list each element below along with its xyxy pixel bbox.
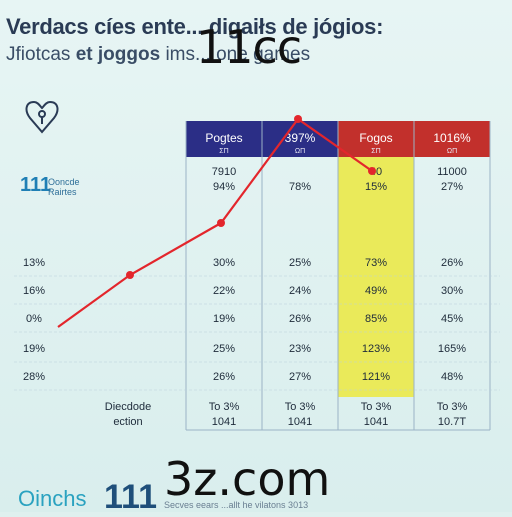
cell-value: 19% <box>213 313 235 325</box>
cell-value: 25% <box>213 343 235 355</box>
row-label: 16% <box>23 285 45 297</box>
column-header-bg <box>338 121 414 157</box>
column-header-sub: ΣΠ <box>219 148 228 155</box>
subtitle-part-2: et joggos <box>75 44 161 65</box>
shield-heart-icon <box>25 100 59 134</box>
trend-point <box>217 219 225 227</box>
column-header-sub: ΩΠ <box>447 148 457 155</box>
column-header-label: Pogtes <box>205 131 242 145</box>
cell-value: 85% <box>365 313 387 325</box>
cell-value: 26% <box>213 371 235 383</box>
cell-value: 49% <box>365 285 387 297</box>
cell-value: 123% <box>362 343 390 355</box>
subtitle-part-3: ims... one games <box>165 44 311 65</box>
top-value-primary: 7910 <box>212 166 236 178</box>
column-header-bg <box>414 121 490 157</box>
row-label: 19% <box>23 343 45 355</box>
footer-value-secondary: 10.7T <box>438 416 466 428</box>
cell-value: 27% <box>289 371 311 383</box>
top-value-secondary: 94% <box>213 181 235 193</box>
column-header-label: 1016% <box>433 131 471 145</box>
footer-value-secondary: 1041 <box>212 416 236 428</box>
column-header-label: Fogos <box>359 131 392 145</box>
watermark-top: 11cc <box>196 20 302 74</box>
footer-value-primary: To 3% <box>361 401 392 413</box>
footer-value-secondary: 1041 <box>364 416 388 428</box>
top-value-secondary: 15% <box>365 181 387 193</box>
trend-point <box>294 115 302 123</box>
logo-text: Ooncde Rairtes <box>48 177 80 197</box>
subtitle-part-1: Jfiotcas <box>6 44 71 65</box>
cell-value: 165% <box>438 343 466 355</box>
cell-value: 24% <box>289 285 311 297</box>
page-subtitle: Jfiotcas et joggos ims... one games <box>6 44 310 66</box>
column-header-sub: ΩΠ <box>295 148 305 155</box>
trend-point <box>368 167 376 175</box>
cell-value: 30% <box>213 257 235 269</box>
highlight-column <box>338 157 414 397</box>
cell-value: 73% <box>365 257 387 269</box>
footer-row-label: Diecdode <box>105 401 151 413</box>
cell-value: 26% <box>289 313 311 325</box>
column-header-bg <box>186 121 262 157</box>
footer-row-label: ection <box>113 416 142 428</box>
top-value-secondary: 27% <box>441 181 463 193</box>
footer-value-primary: To 3% <box>209 401 240 413</box>
top-value-primary: 11000 <box>437 166 467 178</box>
cell-value: 25% <box>289 257 311 269</box>
column-header-sub: ΣΠ <box>371 148 380 155</box>
footer-number: 111 <box>104 478 157 516</box>
trend-point <box>126 271 134 279</box>
footer-fine-print: Secves eears ...allt he vilatons 3013 <box>164 500 309 510</box>
column-header-label: 397% <box>285 131 316 145</box>
logo-number: 111 <box>20 174 52 196</box>
top-value-secondary: 78% <box>289 181 311 193</box>
footer-value-primary: To 3% <box>285 401 316 413</box>
cell-value: 23% <box>289 343 311 355</box>
footer-brand: Oinchs <box>18 486 87 511</box>
row-label: 13% <box>23 257 45 269</box>
cell-value: 26% <box>441 257 463 269</box>
row-label: 28% <box>23 371 45 383</box>
page-title: Verdacs cíes ente... digaiłs de jógios: <box>6 14 384 39</box>
footer-value-secondary: 1041 <box>288 416 312 428</box>
footer-value-primary: To 3% <box>437 401 468 413</box>
cell-value: 22% <box>213 285 235 297</box>
cell-value: 45% <box>441 313 463 325</box>
cell-value: 48% <box>441 371 463 383</box>
cell-value: 121% <box>362 371 390 383</box>
row-label: 0% <box>26 313 42 325</box>
cell-value: 30% <box>441 285 463 297</box>
watermark-bottom: 3z.com <box>164 452 331 506</box>
